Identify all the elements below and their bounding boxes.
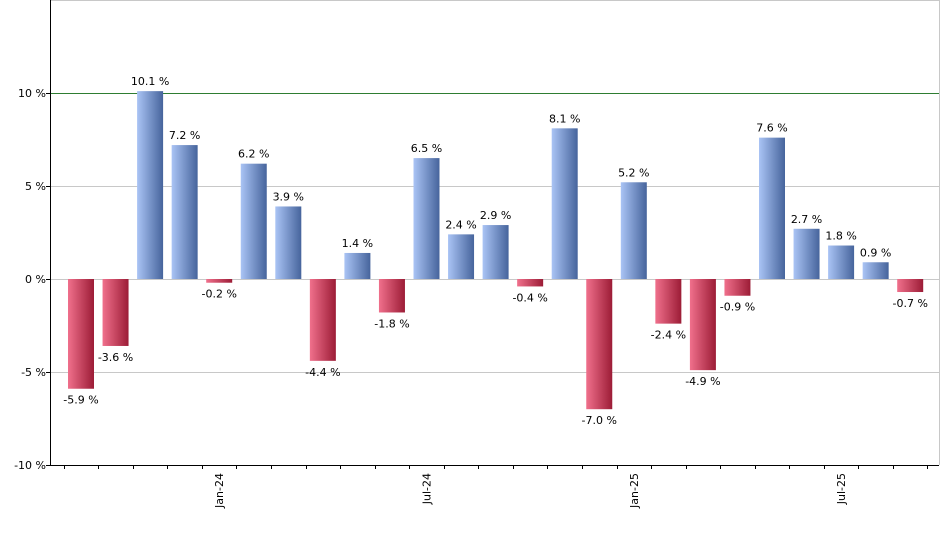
bars xyxy=(68,91,924,410)
y-tick-label: 0 % xyxy=(25,273,46,286)
x-tick-label: Jan-24 xyxy=(213,473,226,509)
bar-value-label: 1.4 % xyxy=(342,237,373,250)
bar-value-label: -7.0 % xyxy=(582,414,617,427)
bar xyxy=(137,91,164,279)
bar-value-label: 6.5 % xyxy=(411,142,442,155)
bar xyxy=(309,279,336,361)
bar xyxy=(68,279,94,389)
y-tick-label: -5 % xyxy=(21,366,46,379)
data-labels: -5.9 % -3.6 % 10.1 % 7.2 % -0.2 % 6.2 % 3.9 % -… xyxy=(63,75,928,427)
bar-value-label: -0.7 % xyxy=(892,297,927,310)
bar-value-label: -0.4 % xyxy=(512,291,547,304)
bar-value-label: 3.9 % xyxy=(273,190,304,203)
bar xyxy=(378,279,405,313)
bar xyxy=(275,206,302,279)
bar xyxy=(517,279,544,287)
bar-value-label: 5.2 % xyxy=(618,166,649,179)
x-tick-label: Jul-25 xyxy=(835,473,848,505)
bar xyxy=(413,158,440,279)
bar-value-label: -3.6 % xyxy=(98,351,133,364)
bar-value-label: -1.8 % xyxy=(374,317,409,330)
bar xyxy=(759,137,785,279)
bar xyxy=(620,182,647,279)
bar xyxy=(551,128,578,279)
bar-value-label: -0.2 % xyxy=(201,288,236,301)
bar-value-label: -2.4 % xyxy=(651,329,686,342)
bar-value-label: 2.9 % xyxy=(480,209,511,222)
bar-value-label: -4.9 % xyxy=(685,375,720,388)
bar xyxy=(482,225,509,279)
y-tick-label: 5 % xyxy=(25,180,46,193)
bar xyxy=(206,279,233,283)
bar xyxy=(793,228,820,279)
bar xyxy=(897,279,924,293)
bar-value-label: 8.1 % xyxy=(549,112,580,125)
bar-value-label: -5.9 % xyxy=(63,394,98,407)
bar xyxy=(586,279,613,410)
bar-value-label: 0.9 % xyxy=(860,246,891,259)
x-tick-label: Jan-25 xyxy=(628,473,641,509)
bar xyxy=(655,279,682,324)
bar-value-label: 1.8 % xyxy=(825,230,856,243)
bar xyxy=(828,245,855,279)
bar xyxy=(689,279,716,371)
y-tick-label: 10 % xyxy=(18,87,46,100)
bar xyxy=(724,279,751,296)
bar xyxy=(344,252,371,279)
bar-value-label: 10.1 % xyxy=(131,75,169,88)
bar-value-label: -0.9 % xyxy=(720,301,755,314)
bar-value-label: 7.2 % xyxy=(169,129,200,142)
bar-value-label: 6.2 % xyxy=(238,148,269,161)
bar-value-label: 7.6 % xyxy=(756,122,787,135)
bar-value-label: 2.7 % xyxy=(791,213,822,226)
bar-value-label: -4.4 % xyxy=(305,366,340,379)
bar xyxy=(862,262,889,279)
bar xyxy=(102,279,129,346)
bar xyxy=(448,234,475,279)
bar xyxy=(240,163,267,279)
y-tick-label: -10 % xyxy=(14,459,46,472)
x-tick-label: Jul-24 xyxy=(421,473,434,505)
bar xyxy=(171,145,198,279)
bar-value-label: 2.4 % xyxy=(445,218,476,231)
grid-lines xyxy=(50,0,939,373)
